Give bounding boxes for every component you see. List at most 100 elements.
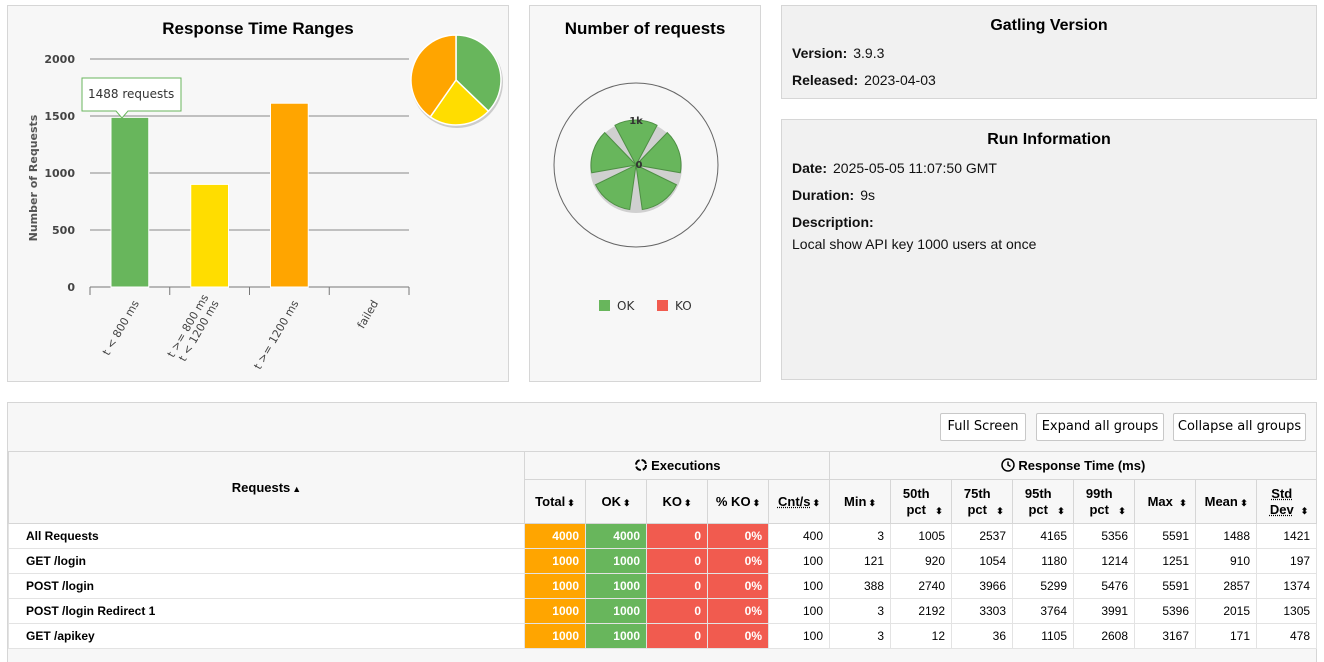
requests-header[interactable]: Requests ▲ — [8, 451, 525, 524]
request-name[interactable]: GET /login — [8, 548, 525, 574]
sort-icon: ⬍ — [622, 498, 631, 508]
table-cell: 2015 — [1195, 598, 1258, 624]
number-of-requests-title: Number of requests — [564, 19, 726, 38]
request-name[interactable]: GET /apikey — [8, 623, 525, 649]
table-cell: 0 — [646, 623, 708, 649]
column-header-label: Total — [535, 494, 566, 509]
response-time-ranges-panel: Response Time Ranges 0 500 1000 1500 2000 t … — [7, 5, 509, 382]
sort-icon: ⬍ — [1118, 505, 1126, 516]
y-tick-label: 0 — [67, 281, 75, 294]
column-header-min[interactable]: Min ⬍ — [829, 479, 892, 524]
bar-1[interactable] — [190, 183, 229, 288]
legend-ok[interactable]: OK — [599, 299, 635, 313]
request-wedge-4[interactable] — [590, 131, 638, 174]
run-information-panel: Run Information Date: 2025-05-05 11:07:50… — [781, 119, 1317, 380]
radial-axis-label-0: 0 — [636, 160, 643, 171]
table-cell: 910 — [1195, 548, 1258, 574]
table-cell: 100 — [767, 548, 831, 574]
x-tick-label: t >= 1200 ms — [251, 298, 301, 372]
response-time-header-label: Response Time (ms) — [1018, 458, 1146, 473]
column-header-label: Min — [844, 494, 867, 509]
column-header-ko[interactable]: KO ⬍ — [646, 479, 708, 524]
pie-slice-2[interactable] — [410, 34, 457, 118]
request-wedge-3[interactable] — [594, 164, 637, 211]
column-header-50th-pct[interactable]: 50th pct ⬍ — [890, 479, 953, 524]
table-row[interactable]: All Requests 4000 4000 0 0% 400 3 1005 2537 4165 5… — [8, 523, 1318, 549]
column-header-total[interactable]: Total ⬍ — [524, 479, 586, 524]
response-time-ranges-chart: 0 500 1000 1500 2000 t < 800 ms t >= 800 mst … — [27, 34, 503, 372]
number-of-requests-chart: 1k 0 OK KO — [553, 82, 719, 313]
column-header-label: 95th pct — [1024, 485, 1052, 517]
table-cell: 100 — [767, 623, 831, 649]
released-value: 2023-04-03 — [864, 72, 936, 88]
description-label: Description: — [792, 214, 874, 230]
table-cell: 197 — [1256, 548, 1318, 574]
response-time-header: Response Time (ms) — [829, 451, 1318, 480]
table-cell: 478 — [1256, 623, 1318, 649]
released-row: Released: 2023-04-03 — [792, 72, 936, 88]
column-header-std-dev[interactable]: Std Dev ⬍ — [1256, 479, 1318, 524]
clock-icon — [1001, 458, 1015, 472]
released-label: Released: — [792, 72, 859, 88]
full-screen-button[interactable]: Full Screen — [940, 413, 1026, 441]
pie-slice-1[interactable] — [429, 78, 490, 126]
column-header-cnt-s[interactable]: Cnt/s ⬍ — [767, 479, 831, 524]
response-time-pie — [410, 34, 503, 128]
table-row[interactable]: POST /login 1000 1000 0 0% 100 388 2740 3966 5299… — [8, 573, 1318, 599]
request-wedge-2[interactable] — [635, 164, 678, 211]
table-cell: 388 — [829, 573, 892, 599]
pie-slice-0[interactable] — [455, 34, 502, 113]
request-wedge-0[interactable] — [614, 119, 658, 167]
legend-ko[interactable]: KO — [657, 299, 692, 313]
request-name[interactable]: All Requests — [8, 523, 525, 549]
sort-icon: ⬍ — [868, 498, 876, 508]
table-cell: 4000 — [524, 523, 586, 549]
sort-icon: ⬍ — [1240, 497, 1248, 508]
statistics-section: Full Screen Expand all groups Collapse a… — [7, 402, 1318, 662]
svg-text:t >= 1200 ms: t >= 1200 ms — [251, 298, 301, 372]
table-row[interactable]: GET /login 1000 1000 0 0% 100 121 920 1054 1180 12… — [8, 548, 1318, 574]
column-header--ko[interactable]: % KO ⬍ — [707, 479, 769, 524]
bar-2[interactable] — [270, 102, 309, 288]
table-cell: 0% — [707, 573, 769, 599]
table-cell: 12 — [890, 623, 953, 649]
y-tick-label: 500 — [52, 224, 75, 237]
sort-icon: ⬍ — [996, 505, 1004, 516]
table-cell: 0% — [707, 523, 769, 549]
table-cell: 1180 — [1012, 548, 1075, 574]
table-cell: 1488 — [1195, 523, 1258, 549]
bar-0[interactable] — [110, 116, 150, 288]
request-name[interactable]: POST /login Redirect 1 — [8, 598, 525, 624]
request-wedge-1[interactable] — [634, 131, 682, 174]
table-cell: 5591 — [1134, 573, 1197, 599]
table-cell: 0 — [646, 573, 708, 599]
column-header-max[interactable]: Max ⬍ — [1134, 479, 1197, 524]
expand-all-groups-button[interactable]: Expand all groups — [1036, 413, 1164, 441]
number-of-requests-panel: Number of requests 1k 0 OK KO — [529, 5, 761, 382]
column-header-mean[interactable]: Mean ⬍ — [1195, 479, 1258, 524]
column-header-95th-pct[interactable]: 95th pct ⬍ — [1012, 479, 1075, 524]
table-cell: 1214 — [1073, 548, 1136, 574]
table-cell: 5396 — [1134, 598, 1197, 624]
table-cell: 1000 — [524, 598, 586, 624]
request-name[interactable]: POST /login — [8, 573, 525, 599]
table-cell: 3966 — [951, 573, 1014, 599]
table-cell: 121 — [829, 548, 892, 574]
bar-tooltip: 1488 requests — [81, 77, 182, 119]
executions-header: Executions — [523, 451, 831, 480]
column-header-ok[interactable]: OK ⬍ — [585, 479, 647, 524]
column-header-75th-pct[interactable]: 75th pct ⬍ — [951, 479, 1014, 524]
sort-icon: ⬍ — [567, 498, 575, 508]
executions-header-label: Executions — [651, 458, 721, 473]
svg-text:t < 800 ms: t < 800 ms — [100, 298, 142, 358]
column-header-99th-pct[interactable]: 99th pct ⬍ — [1073, 479, 1136, 524]
table-row[interactable]: GET /apikey 1000 1000 0 0% 100 3 12 36 1105 2608 31… — [8, 623, 1318, 649]
column-header-label: Mean — [1204, 493, 1238, 509]
table-cell: 5356 — [1073, 523, 1136, 549]
collapse-all-groups-button[interactable]: Collapse all groups — [1173, 413, 1306, 441]
sort-icon: ⬍ — [752, 498, 761, 508]
table-cell: 1305 — [1256, 598, 1318, 624]
table-cell: 3 — [829, 623, 892, 649]
table-cell: 1005 — [890, 523, 953, 549]
table-row[interactable]: POST /login Redirect 1 1000 1000 0 0% 100 3 219… — [8, 598, 1318, 624]
